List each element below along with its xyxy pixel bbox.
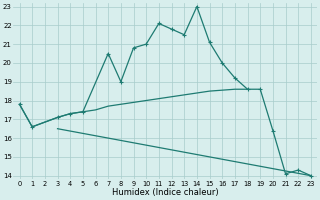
X-axis label: Humidex (Indice chaleur): Humidex (Indice chaleur) [112, 188, 219, 197]
